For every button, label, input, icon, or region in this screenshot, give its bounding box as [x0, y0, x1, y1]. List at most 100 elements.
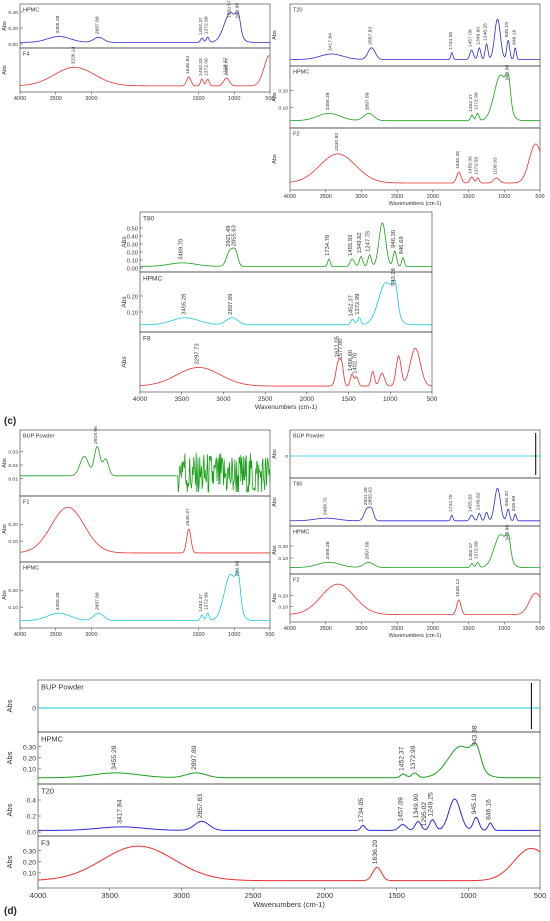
peak-label: 1452.37 — [198, 594, 204, 612]
spectrum-line — [37, 845, 541, 882]
x-tick-label: 3500 — [320, 626, 332, 632]
x-tick-label: 1000 — [460, 891, 477, 900]
y-axis-label: Abs — [272, 92, 278, 102]
spectrum-line — [289, 143, 541, 184]
peak-label: 1734.78 — [448, 494, 454, 512]
y-tick-label: 0.10 — [8, 605, 18, 611]
y-tick-label: 0.40 — [127, 234, 139, 240]
peak-label: 1050.57 — [227, 0, 233, 18]
spectrum-line — [290, 533, 540, 568]
peak-label: 3455.28 — [325, 541, 331, 559]
peak-label: 846.69 — [399, 236, 405, 254]
x-tick-label: 500 — [265, 96, 274, 102]
peak-label: 846.69 — [511, 496, 517, 511]
chart-ftir-a: HPMC Abs 0.00 0.20 0.40 3455.28 2897.89 1452.37… — [2, 0, 275, 102]
x-tick-label: 4000 — [14, 96, 26, 102]
peak-label: 1372.99 — [204, 16, 210, 34]
peak-label: 1248.25 — [483, 23, 489, 41]
peak-label: 3489.70 — [322, 497, 328, 515]
x-tick-label: 2500 — [391, 626, 403, 632]
y-axis-label: Abs — [272, 154, 278, 164]
peak-label: 3455.28 — [325, 92, 331, 110]
peak-label: 1108.37 — [223, 57, 229, 75]
peak-label: 1456.06 — [468, 156, 474, 174]
y-tick-label: 0.40 — [8, 10, 18, 16]
spectrum-line — [139, 347, 433, 387]
peak-label: 846.16 — [485, 799, 492, 820]
peak-label: 3455.28 — [111, 745, 118, 770]
y-axis-label: Abs — [272, 449, 278, 459]
y-axis-label: Abs — [272, 30, 278, 40]
peak-label: 1458.60 — [348, 349, 354, 371]
y-axis-label: Abs — [272, 497, 278, 507]
y-tick-label: 0.10 — [127, 258, 139, 264]
y-tick-label: 0.00 — [8, 42, 18, 48]
series-frame — [289, 429, 541, 479]
x-tick-label: 500 — [535, 626, 544, 632]
peak-label: 1457.09 — [468, 29, 474, 47]
x-tick-label: 1500 — [192, 632, 204, 638]
series-name: HPMC — [143, 276, 162, 283]
x-tick-label: 1500 — [341, 396, 356, 403]
series-name: T20 — [41, 787, 54, 796]
y-tick-label: 0.10 — [278, 105, 288, 111]
series-name: F8 — [143, 336, 151, 343]
spectrum-line — [37, 798, 540, 831]
series-name: F2 — [293, 132, 299, 138]
y-tick-label: 0.20 — [127, 250, 139, 256]
x-tick-label: 1000 — [498, 626, 510, 632]
y-axis-label: Abs — [272, 593, 278, 603]
y-tick-label: 0.20 — [127, 294, 139, 300]
peak-label: 3455.28 — [55, 592, 61, 610]
peak-label: 1452.33 — [198, 58, 204, 76]
spectrum-line — [19, 506, 270, 554]
y-tick-label: 0.00 — [127, 266, 139, 272]
x-tick-label: 500 — [534, 891, 547, 900]
peak-label: 1108.93 — [493, 157, 499, 175]
spectrum-line — [290, 487, 540, 522]
y-tick-label: 0.20 — [8, 26, 18, 32]
x-tick-label: 4000 — [133, 396, 148, 403]
peak-label: 1636.13 — [455, 579, 461, 597]
peak-label: 1452.37 — [349, 295, 355, 316]
x-tick-label: 3000 — [85, 632, 97, 638]
peak-label: 1452.37 — [198, 17, 204, 35]
x-tick-label: 1000 — [228, 96, 240, 102]
y-tick-label: 0.10 — [8, 539, 18, 545]
peak-label: 2855.63 — [231, 225, 237, 246]
x-tick-label: 1500 — [462, 626, 474, 632]
peak-label: 1349.90 — [413, 794, 420, 819]
series-name: F4 — [23, 52, 29, 58]
y-tick-label: 0.10 — [23, 767, 36, 774]
peak-label: 2855.63 — [368, 487, 374, 505]
peak-label: 1734.05 — [358, 798, 365, 823]
peak-label: 2897.89 — [95, 592, 101, 610]
y-tick-label: 0.30 — [127, 242, 139, 248]
x-axis-label: Wavenumbers (cm-1) — [253, 900, 325, 909]
x-tick-label: 500 — [535, 194, 544, 200]
x-tick-label: 1500 — [388, 891, 405, 900]
peak-label: 846.16 — [511, 29, 517, 44]
series-name: BUP Powder — [41, 683, 84, 692]
y-tick-label: 0.20 — [23, 859, 36, 866]
peak-label: 2921.49 — [226, 226, 232, 247]
y-axis-label: Abs — [5, 751, 14, 764]
series-name: T20 — [293, 8, 302, 14]
peak-label: 3297.73 — [195, 343, 201, 364]
x-tick-label: 2000 — [317, 891, 334, 900]
x-tick-label: 3500 — [50, 96, 62, 102]
peak-label: 946.30 — [391, 229, 397, 248]
peak-label: 943.98 — [234, 3, 240, 18]
peak-label: 1295.02 — [421, 802, 428, 827]
series-frame — [37, 783, 541, 837]
spectrum-line — [290, 73, 540, 122]
panel-letter-d: (d) — [4, 906, 17, 917]
y-axis-label: Abs — [5, 855, 14, 868]
peak-label: 945.19 — [471, 793, 478, 814]
spectrum-line — [139, 279, 432, 326]
y-axis-label: Abs — [2, 458, 8, 468]
x-tick-label: 3500 — [50, 632, 62, 638]
peak-label: 2919.95 — [93, 426, 99, 444]
peak-label: 3455.28 — [55, 15, 61, 33]
